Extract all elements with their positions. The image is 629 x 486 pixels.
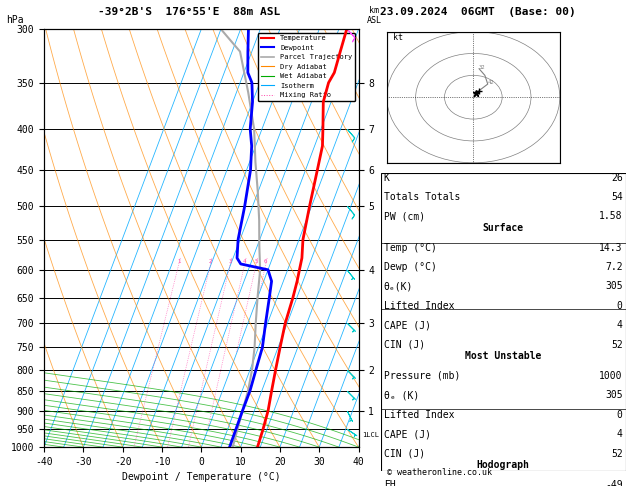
Text: km
ASL: km ASL	[367, 5, 382, 25]
Text: -39°2B'S  176°55'E  88m ASL: -39°2B'S 176°55'E 88m ASL	[97, 7, 280, 17]
Text: θₑ (K): θₑ (K)	[384, 390, 419, 400]
Text: © weatheronline.co.uk: © weatheronline.co.uk	[387, 468, 492, 477]
Text: EH: EH	[384, 480, 396, 486]
Text: 52: 52	[611, 449, 623, 459]
Text: 1: 1	[177, 259, 181, 264]
Text: -49: -49	[605, 480, 623, 486]
Text: 7.2: 7.2	[605, 262, 623, 272]
Text: 3: 3	[228, 259, 232, 264]
Text: 0: 0	[617, 301, 623, 311]
Text: CIN (J): CIN (J)	[384, 340, 425, 350]
Text: Lifted Index: Lifted Index	[384, 410, 454, 420]
Text: θₑ(K): θₑ(K)	[384, 281, 413, 292]
Text: CAPE (J): CAPE (J)	[384, 320, 431, 330]
Text: K: K	[384, 173, 389, 183]
Text: 14.3: 14.3	[599, 243, 623, 253]
Text: Pressure (mb): Pressure (mb)	[384, 371, 460, 381]
Text: 1.58: 1.58	[599, 211, 623, 222]
Text: 305: 305	[605, 390, 623, 400]
Text: CIN (J): CIN (J)	[384, 449, 425, 459]
Text: hPa: hPa	[6, 15, 24, 25]
Text: 54: 54	[611, 192, 623, 202]
Text: 305: 305	[605, 281, 623, 292]
Text: Hodograph: Hodograph	[477, 460, 530, 470]
Text: 6: 6	[264, 259, 267, 264]
Text: 52: 52	[611, 340, 623, 350]
Text: 1LCL: 1LCL	[362, 432, 379, 438]
Text: 2: 2	[209, 259, 213, 264]
Text: 5: 5	[255, 259, 258, 264]
Text: Most Unstable: Most Unstable	[465, 351, 542, 362]
Text: 32: 32	[479, 65, 486, 70]
Text: Lifted Index: Lifted Index	[384, 301, 454, 311]
Text: Temp (°C): Temp (°C)	[384, 243, 437, 253]
Text: 4: 4	[243, 259, 247, 264]
Text: Totals Totals: Totals Totals	[384, 192, 460, 202]
Text: 23.09.2024  06GMT  (Base: 00): 23.09.2024 06GMT (Base: 00)	[380, 7, 576, 17]
Text: 4: 4	[617, 320, 623, 330]
Legend: Temperature, Dewpoint, Parcel Trajectory, Dry Adiabat, Wet Adiabat, Isotherm, Mi: Temperature, Dewpoint, Parcel Trajectory…	[258, 33, 355, 101]
X-axis label: Dewpoint / Temperature (°C): Dewpoint / Temperature (°C)	[122, 472, 281, 483]
Text: 42: 42	[487, 80, 494, 85]
Text: kt: kt	[392, 34, 403, 42]
Text: 4: 4	[617, 429, 623, 439]
Text: 1000: 1000	[599, 371, 623, 381]
Text: 0: 0	[617, 410, 623, 420]
Text: Surface: Surface	[482, 223, 524, 233]
Text: CAPE (J): CAPE (J)	[384, 429, 431, 439]
Text: Dewp (°C): Dewp (°C)	[384, 262, 437, 272]
Text: 26: 26	[611, 173, 623, 183]
Text: PW (cm): PW (cm)	[384, 211, 425, 222]
